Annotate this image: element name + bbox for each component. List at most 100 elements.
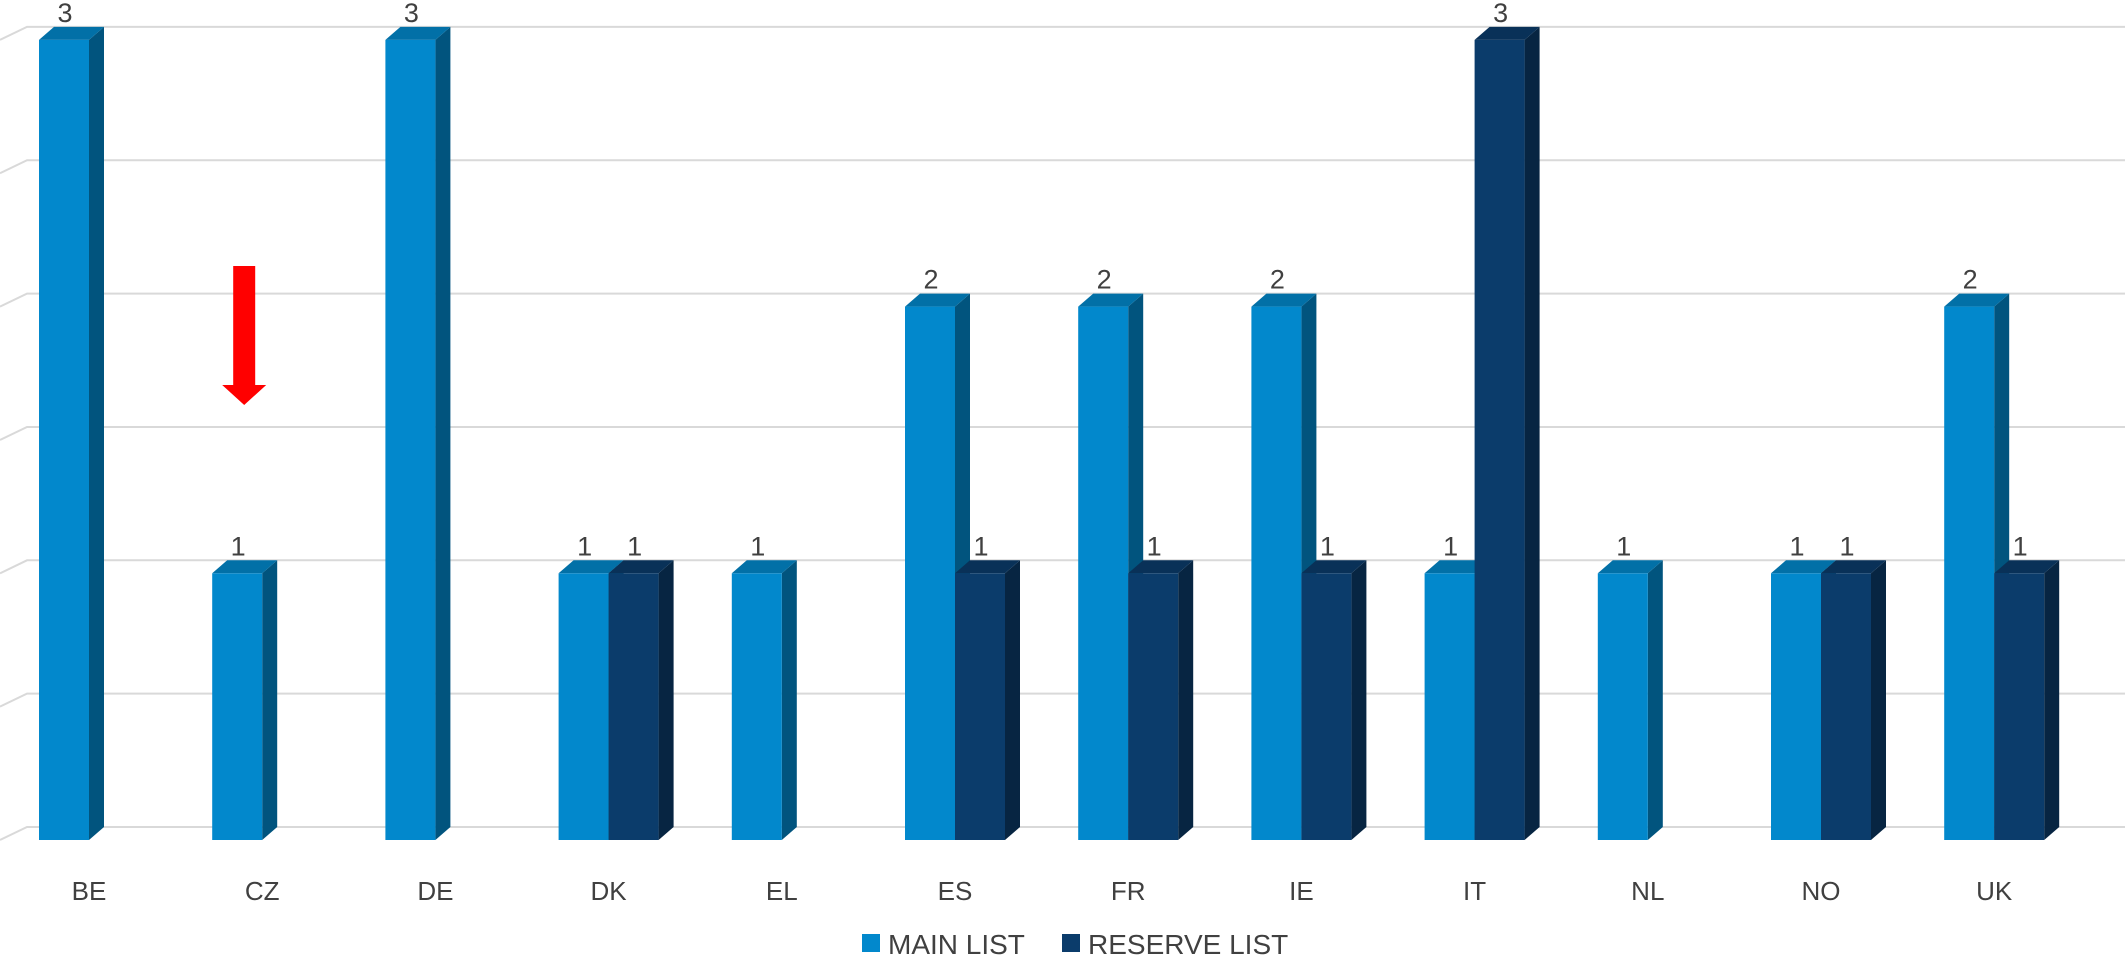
data-label: 3	[404, 0, 419, 28]
bar-front	[1474, 39, 1525, 840]
bar-front	[1301, 573, 1352, 840]
bar-reserve-UK	[1994, 560, 2060, 840]
x-tick-label-ES: ES	[938, 876, 973, 906]
data-label: 1	[1147, 531, 1162, 561]
bar-top	[1128, 560, 1194, 574]
bar-top	[212, 560, 278, 574]
data-label: 1	[231, 531, 246, 561]
data-labels: 3 1 3 1 1 1 2 1 2 1 2 1 1 3 1 1 1 2 1	[57, 0, 2027, 561]
x-tick-label-NO: NO	[1802, 876, 1841, 906]
data-label: 1	[1839, 531, 1854, 561]
data-label: 1	[973, 531, 988, 561]
bar-top	[1597, 560, 1663, 574]
bar-side	[1005, 560, 1020, 840]
bar-front	[608, 573, 659, 840]
data-label: 1	[627, 531, 642, 561]
bar-front	[1128, 573, 1179, 840]
bar-top	[1944, 293, 2010, 307]
x-tick-label-NL: NL	[1631, 876, 1664, 906]
legend: MAIN LIST RESERVE LIST	[862, 929, 1288, 960]
bar-front	[1821, 573, 1871, 840]
x-axis: BE CZ DE DK EL ES FR IE IT NL NO UK	[72, 876, 2013, 906]
bar-top	[1424, 560, 1490, 574]
bar-side	[1351, 560, 1367, 840]
legend-swatch-reserve-list	[1062, 934, 1080, 952]
data-label: 3	[57, 0, 72, 28]
bar-front	[212, 573, 263, 840]
bar-front	[1597, 573, 1648, 840]
gridlines	[0, 25, 2125, 841]
data-label: 1	[577, 531, 592, 561]
bar-top	[39, 26, 104, 40]
legend-label-main-list: MAIN LIST	[888, 929, 1025, 960]
data-label: 1	[1443, 531, 1458, 561]
bar-front	[905, 306, 955, 841]
bar-top	[1078, 293, 1144, 307]
bar-reserve-NO	[1821, 560, 1886, 840]
bar-front	[385, 39, 436, 840]
bar-side	[435, 26, 451, 840]
bar-front	[558, 573, 609, 840]
data-label: 2	[1963, 265, 1978, 295]
bar-front	[1994, 573, 2045, 840]
data-label: 1	[1320, 531, 1335, 561]
legend-swatch-main-list	[862, 934, 880, 952]
bar-top	[1251, 293, 1317, 307]
bar-top	[1474, 26, 1540, 40]
bar-front	[955, 573, 1005, 840]
down-arrow-icon	[222, 266, 267, 405]
bar-top	[608, 560, 674, 574]
gridline	[0, 25, 2125, 41]
bar-side	[1178, 560, 1194, 840]
bar-reserve-DK	[608, 560, 674, 840]
gridline	[0, 559, 2125, 575]
bar-main-NL	[1597, 560, 1663, 840]
data-label: 2	[1270, 265, 1285, 295]
bar-top	[955, 560, 1020, 574]
bar-side	[2044, 560, 2060, 840]
bar-front	[1251, 306, 1302, 841]
bars	[39, 26, 2060, 841]
bar-top	[1821, 560, 1886, 574]
bar-top	[1771, 560, 1836, 574]
bar-reserve-FR	[1128, 560, 1194, 840]
bar-top	[1301, 560, 1367, 574]
bar-side	[1871, 560, 1886, 840]
x-tick-label-EL: EL	[766, 876, 798, 906]
bar-top	[385, 26, 451, 40]
x-tick-label-CZ: CZ	[245, 876, 280, 906]
bar-top	[558, 560, 624, 574]
data-label: 1	[2013, 531, 2028, 561]
annotations	[222, 266, 267, 405]
bar-front	[1771, 573, 1821, 840]
data-label: 1	[1616, 531, 1631, 561]
x-tick-label-BE: BE	[72, 876, 107, 906]
x-tick-label-FR: FR	[1111, 876, 1146, 906]
legend-label-reserve-list: RESERVE LIST	[1088, 929, 1288, 960]
data-label: 2	[1097, 265, 1112, 295]
bar-reserve-ES	[955, 560, 1020, 840]
bar-main-BE	[39, 26, 104, 840]
bar-front	[1078, 306, 1129, 841]
bar-side	[1647, 560, 1663, 840]
x-tick-label-DE: DE	[417, 876, 453, 906]
data-label: 1	[1789, 531, 1804, 561]
bar-front	[731, 573, 782, 840]
bar-side	[262, 560, 278, 840]
x-tick-label-IT: IT	[1463, 876, 1486, 906]
data-label: 2	[923, 265, 938, 295]
bar-front	[1424, 573, 1475, 840]
x-tick-label-UK: UK	[1976, 876, 2013, 906]
x-tick-label-IE: IE	[1289, 876, 1314, 906]
gridline	[0, 425, 2125, 441]
data-label: 1	[750, 531, 765, 561]
bar-front	[1944, 306, 1995, 841]
data-label: 3	[1493, 0, 1508, 28]
bar-side	[89, 26, 104, 840]
bar-top	[905, 293, 970, 307]
gridline	[0, 292, 2125, 308]
gridline	[0, 159, 2125, 175]
bar-reserve-IE	[1301, 560, 1367, 840]
bar-side	[781, 560, 797, 840]
